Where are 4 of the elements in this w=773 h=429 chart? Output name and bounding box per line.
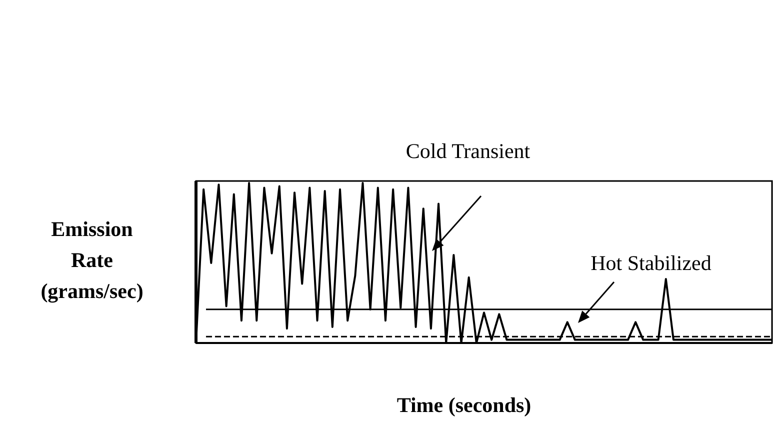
annotation: Hot Stabilized	[590, 251, 712, 275]
x-axis-title: Time (seconds)	[396, 393, 532, 417]
y-axis-title: Emission Rate (grams/sec)	[40, 217, 144, 303]
text: Cold Transient	[406, 139, 530, 163]
